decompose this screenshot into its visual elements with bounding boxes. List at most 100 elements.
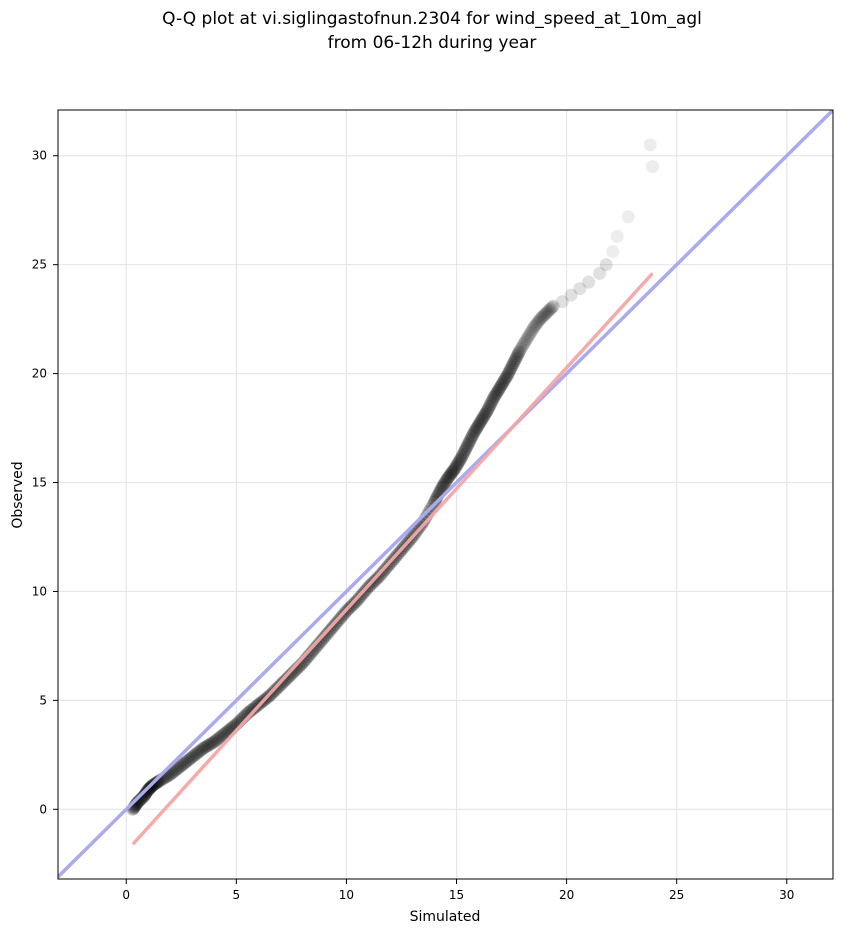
quantile-point-203 [453, 453, 467, 467]
quantile-point-285 [543, 302, 557, 316]
quantile-point-281 [539, 307, 553, 321]
quantile-point-293 [593, 266, 607, 280]
quantile-point-256 [511, 347, 525, 361]
quantile-point-223 [475, 413, 489, 427]
quantile-point-14 [138, 787, 152, 801]
quantile-point-54 [196, 741, 210, 755]
quantile-point-116 [310, 639, 324, 653]
quantile-point-57 [202, 738, 216, 752]
quantile-point-299 [643, 138, 657, 152]
x-tick-label-3: 15 [449, 888, 464, 902]
quantile-point-234 [487, 391, 501, 405]
quantile-point-81 [246, 702, 260, 716]
quantile-point-272 [529, 318, 543, 332]
quantile-point-248 [502, 364, 516, 378]
quantile-point-213 [464, 432, 478, 446]
quantile-point-262 [518, 335, 532, 349]
quantile-point-235 [488, 389, 502, 403]
y-tick-label-3: 15 [32, 476, 47, 490]
quantile-point-16 [140, 785, 154, 799]
x-tick-label-2: 10 [339, 888, 354, 902]
quantile-point-120 [317, 630, 331, 644]
quantile-point-280 [538, 308, 552, 322]
quantile-point-237 [490, 385, 504, 399]
quantile-point-231 [484, 397, 498, 411]
quantile-point-80 [244, 704, 258, 718]
quantile-point-55 [198, 740, 212, 754]
quantile-point-269 [525, 323, 539, 337]
y-axis-ticks: 0 5 10 15 20 25 30 [32, 149, 58, 816]
quantile-point-240 [494, 380, 508, 394]
quantile-point-199 [448, 461, 462, 475]
grid-lines [58, 110, 833, 879]
x-tick-label-5: 25 [669, 888, 684, 902]
quantile-point-197 [446, 464, 460, 478]
y-tick-label-0: 0 [39, 802, 47, 816]
quantile-point-263 [519, 334, 533, 348]
quantile-point-244 [498, 372, 512, 386]
quantile-point-201 [451, 457, 465, 471]
quantile-point-277 [534, 311, 548, 325]
quantile-point-187 [435, 480, 449, 494]
quantile-point-99 [279, 673, 293, 687]
quantile-point-205 [455, 449, 469, 463]
quantile-point-212 [463, 434, 477, 448]
quantile-point-271 [528, 319, 542, 333]
quantile-point-242 [496, 376, 510, 390]
quantile-point-282 [540, 306, 554, 320]
quantile-point-38 [167, 765, 181, 779]
quantile-point-192 [441, 471, 455, 485]
quantile-point-295 [606, 245, 620, 259]
quantile-point-226 [478, 407, 492, 421]
quantile-point-181 [429, 493, 443, 507]
quantile-point-238 [491, 383, 505, 397]
quantile-point-298 [645, 160, 659, 174]
quantile-point-291 [573, 282, 587, 296]
quantile-point-44 [178, 756, 192, 770]
quantile-point-276 [533, 312, 547, 326]
quantile-point-188 [436, 478, 450, 492]
quantile-point-220 [472, 418, 486, 432]
quantile-point-61 [209, 733, 223, 747]
quantile-point-101 [283, 669, 297, 683]
reference-line [58, 110, 833, 879]
quantile-point-218 [469, 422, 483, 436]
quantile-point-207 [457, 445, 471, 459]
quantile-point-189 [437, 477, 451, 491]
fit-line [131, 272, 654, 846]
quantile-point-102 [284, 667, 298, 681]
quantile-point-98 [277, 674, 291, 688]
quantile-point-43 [176, 757, 190, 771]
quantile-point-210 [461, 438, 475, 452]
quantile-point-46 [182, 753, 196, 767]
quantile-points [126, 138, 659, 816]
y-tick-label-4: 20 [32, 367, 47, 381]
quantile-point-230 [483, 399, 497, 413]
quantile-point-122 [321, 626, 335, 640]
y-tick-label-1: 5 [39, 693, 47, 707]
quantile-point-214 [465, 430, 479, 444]
y-tick-label-6: 30 [32, 149, 47, 163]
quantile-point-264 [520, 332, 534, 346]
quantile-point-66 [218, 726, 232, 740]
quantile-point-200 [450, 459, 464, 473]
quantile-point-249 [503, 362, 517, 376]
quantile-point-15 [139, 786, 153, 800]
quantile-point-239 [492, 381, 506, 395]
quantile-point-253 [508, 354, 522, 368]
quantile-point-190 [439, 475, 452, 489]
quantile-point-216 [467, 425, 481, 439]
quantile-point-49 [187, 749, 201, 763]
quantile-point-232 [485, 395, 499, 409]
quantile-point-60 [207, 735, 221, 749]
quantile-point-286 [544, 301, 558, 315]
quantile-point-65 [216, 727, 230, 741]
quantile-point-284 [542, 303, 556, 317]
quantile-point-222 [474, 415, 488, 429]
quantile-point-121 [319, 628, 333, 642]
x-tick-label-0: 0 [122, 888, 130, 902]
quantile-point-296 [610, 229, 624, 243]
quantile-point-273 [530, 316, 544, 330]
quantile-point-259 [514, 341, 528, 355]
x-tick-label-6: 30 [779, 888, 794, 902]
